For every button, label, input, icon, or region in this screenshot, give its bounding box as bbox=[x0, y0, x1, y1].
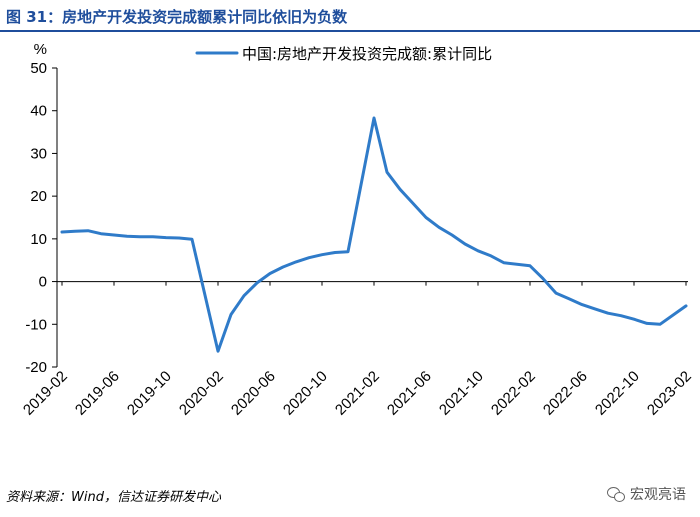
plot-area bbox=[60, 116, 688, 353]
x-tick-label: 2021-06 bbox=[384, 368, 435, 419]
source-note: 资料来源：Wind，信达证券研发中心 bbox=[6, 490, 221, 505]
y-tick-label: -20 bbox=[25, 359, 47, 376]
x-tick-label: 2023-02 bbox=[644, 368, 695, 419]
x-tick-label: 2022-10 bbox=[592, 368, 643, 419]
x-tick-label: 2019-10 bbox=[124, 368, 175, 419]
y-unit-label: % bbox=[34, 41, 47, 58]
y-tick-label: -10 bbox=[25, 316, 47, 333]
x-tick-label: 2020-06 bbox=[228, 368, 279, 419]
x-tick-label: 2019-06 bbox=[72, 368, 123, 419]
watermark: 宏观亮语 bbox=[607, 484, 686, 504]
y-tick-label: 0 bbox=[39, 274, 47, 291]
watermark-text: 宏观亮语 bbox=[630, 487, 686, 503]
y-tick-label: 20 bbox=[30, 188, 47, 205]
wechat-icon bbox=[607, 486, 625, 502]
x-tick-label: 2021-02 bbox=[332, 368, 383, 419]
x-tick-label: 2022-06 bbox=[540, 368, 591, 419]
y-tick-label: 30 bbox=[30, 145, 47, 162]
x-tick-label: 2020-10 bbox=[280, 368, 331, 419]
y-tick-label: 40 bbox=[30, 103, 47, 120]
x-tick-label: 2022-02 bbox=[488, 368, 539, 419]
legend-label: 中国:房地产开发投资完成额:累计同比 bbox=[242, 45, 492, 63]
y-tick-label: 10 bbox=[30, 231, 47, 248]
y-tick-label: 50 bbox=[30, 60, 47, 77]
legend: 中国:房地产开发投资完成额:累计同比 bbox=[195, 45, 492, 63]
x-tick-label: 2020-02 bbox=[176, 368, 227, 419]
x-tick-label: 2021-10 bbox=[436, 368, 487, 419]
title-divider bbox=[0, 30, 700, 32]
figure-title: 图 31：房地产开发投资完成额累计同比依旧为负数 bbox=[6, 8, 348, 26]
series-line bbox=[60, 116, 688, 353]
